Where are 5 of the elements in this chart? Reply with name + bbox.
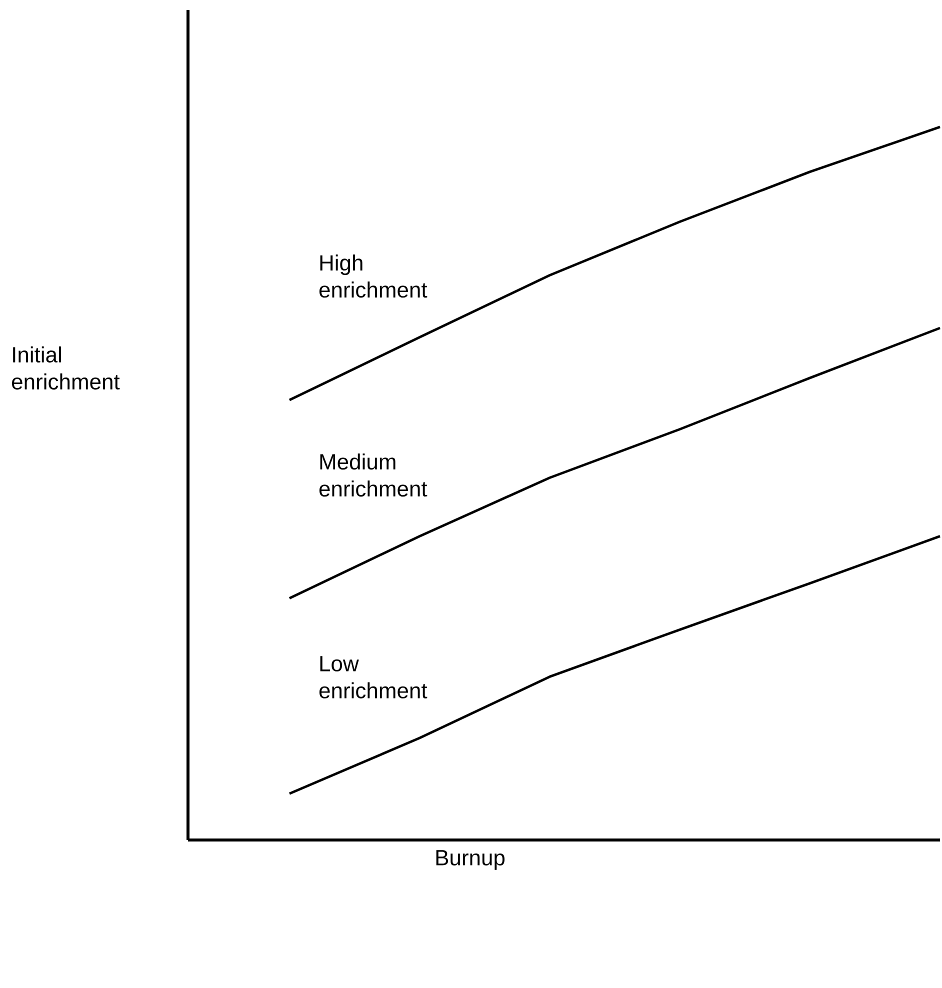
series-label: Low enrichment xyxy=(320,656,428,698)
series-label: Medium enrichment xyxy=(320,453,428,497)
x-axis-title: Burnup xyxy=(436,850,505,870)
series-label: High enrichment xyxy=(320,254,428,298)
y-axis-title: Initial enrichment xyxy=(12,346,120,390)
